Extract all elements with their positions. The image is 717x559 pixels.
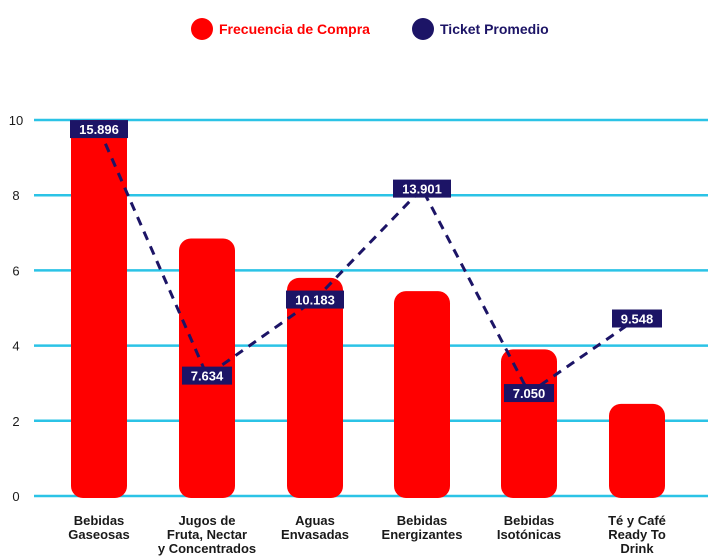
data-label: 7.634 [182, 366, 232, 385]
data-label-box [182, 366, 232, 385]
y-tick-label: 4 [12, 339, 19, 354]
data-label-text: 15.896 [79, 122, 119, 137]
legend-label-frecuencia: Frecuencia de Compra [219, 21, 370, 37]
data-label: 13.901 [393, 179, 451, 198]
legend: Frecuencia de Compra Ticket Promedio [191, 18, 549, 40]
category-label: Jugos de Fruta, Nectar y Concentrados [158, 513, 256, 556]
legend-label-ticket: Ticket Promedio [440, 21, 549, 37]
legend-marker-ticket [412, 18, 434, 40]
data-label: 15.896 [70, 120, 128, 139]
y-tick-label: 2 [12, 414, 19, 429]
data-label-text: 7.634 [191, 369, 224, 384]
bar [71, 120, 127, 498]
label-layer: 15.896 7.634 10.183 13.901 7.050 9.548 [70, 120, 662, 403]
category-label: Bebidas Isotónicas [497, 513, 561, 542]
y-tick-label: 6 [12, 263, 19, 278]
data-label-box [504, 384, 554, 403]
data-label-box [612, 309, 662, 328]
category-label: Bebidas Energizantes [382, 513, 463, 542]
bar [394, 291, 450, 498]
data-label-box [286, 290, 344, 309]
line-layer [97, 128, 638, 396]
data-label: 10.183 [286, 290, 344, 309]
bar [287, 277, 343, 498]
data-label-text: 13.901 [402, 182, 442, 197]
bar [609, 403, 665, 498]
data-label: 9.548 [612, 309, 662, 328]
category-labels: Bebidas Gaseosas Jugos de Fruta, Nectar y Co… [68, 513, 666, 556]
y-tick-label: 8 [12, 188, 19, 203]
line-series-ticket [97, 128, 638, 396]
data-label-text: 7.050 [513, 386, 546, 401]
data-label-box [393, 179, 451, 198]
y-tick-label: 10 [9, 113, 23, 128]
y-tick-label: 0 [12, 489, 19, 504]
data-label-text: 10.183 [295, 293, 335, 308]
legend-marker-frecuencia [191, 18, 213, 40]
data-label-text: 9.548 [621, 312, 654, 327]
category-label: Aguas Envasadas [281, 513, 349, 542]
data-label: 7.050 [504, 384, 554, 403]
category-label: Té y Café Ready To Drink [608, 513, 666, 556]
bar-layer [71, 120, 665, 498]
data-label-box [70, 120, 128, 139]
grid-layer: 0 2 4 6 8 10 [9, 113, 708, 504]
category-label: Bebidas Gaseosas [68, 513, 129, 542]
bar [501, 349, 557, 498]
